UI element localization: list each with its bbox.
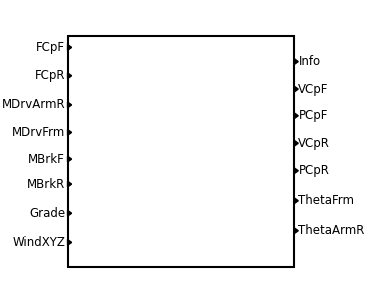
Circle shape	[189, 76, 206, 92]
Polygon shape	[68, 129, 72, 135]
Text: Grade: Grade	[29, 207, 65, 220]
Circle shape	[154, 147, 194, 187]
Circle shape	[230, 159, 247, 176]
Polygon shape	[68, 73, 72, 79]
Text: MDrvFrm: MDrvFrm	[12, 126, 65, 139]
Text: MBrkR: MBrkR	[27, 178, 65, 190]
Text: WindXYZ: WindXYZ	[12, 236, 65, 249]
Text: VCpF: VCpF	[298, 83, 329, 96]
Polygon shape	[294, 168, 298, 174]
Text: PCpF: PCpF	[298, 109, 328, 122]
Polygon shape	[294, 59, 298, 65]
Polygon shape	[92, 181, 280, 228]
Polygon shape	[294, 198, 298, 204]
Polygon shape	[92, 218, 113, 228]
Text: MDrvArmR: MDrvArmR	[1, 98, 65, 112]
Circle shape	[166, 159, 182, 176]
Polygon shape	[68, 45, 72, 50]
Polygon shape	[68, 156, 72, 162]
Text: Info: Info	[298, 55, 320, 68]
Text: FCpF: FCpF	[36, 41, 65, 54]
Polygon shape	[294, 228, 298, 234]
Text: ThetaFrm: ThetaFrm	[298, 194, 355, 207]
Polygon shape	[219, 137, 244, 155]
Bar	[68, 36, 294, 267]
Polygon shape	[68, 181, 72, 187]
Text: MBrkF: MBrkF	[28, 152, 65, 166]
Polygon shape	[163, 112, 230, 153]
Polygon shape	[294, 140, 298, 146]
Polygon shape	[68, 239, 72, 245]
Polygon shape	[294, 113, 298, 119]
Text: PCpR: PCpR	[298, 164, 329, 177]
Text: FCpR: FCpR	[34, 69, 65, 82]
Circle shape	[218, 147, 258, 187]
Text: ThetaArmR: ThetaArmR	[298, 224, 365, 237]
Polygon shape	[68, 102, 72, 108]
Polygon shape	[68, 210, 72, 216]
Polygon shape	[186, 89, 212, 116]
Text: VCpR: VCpR	[298, 137, 330, 150]
Polygon shape	[294, 86, 298, 92]
